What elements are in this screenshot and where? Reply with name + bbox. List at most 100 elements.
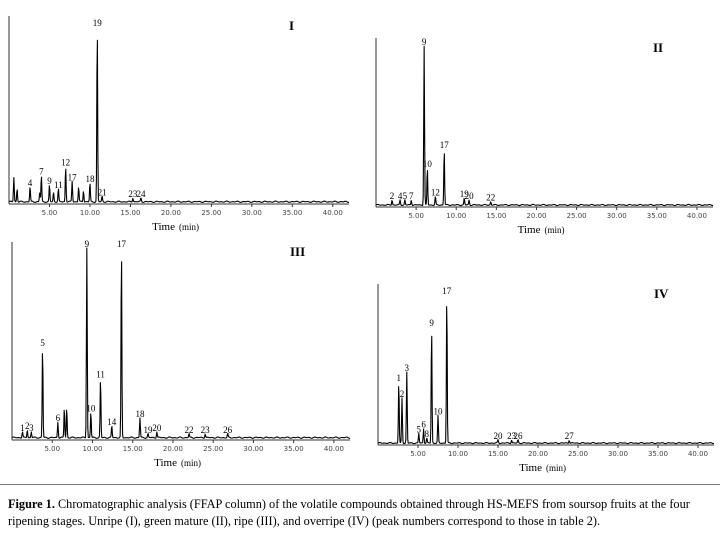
peak-label-III-2: 2	[25, 421, 30, 431]
peak-label-III-10: 10	[86, 403, 96, 413]
trace-IV	[377, 306, 715, 445]
peak-label-II-22: 22	[486, 193, 495, 203]
chromatogram-I: 5.00 10.00 15.00 20.00 25.00 30.00 35.00 40.00 4…	[4, 4, 354, 236]
chromatogram-IV: 5.00 10.00 15.00 20.00 25.00 30.00 35.00 40.00 1…	[370, 236, 716, 480]
figure-caption-label: Figure 1.	[8, 497, 55, 511]
peak-label-IV-23: 23	[507, 431, 516, 441]
x-tick-label-II: 20.00	[526, 212, 546, 220]
x-tick-label-II: 30.00	[607, 212, 627, 220]
x-tick-label-II: 5.00	[408, 212, 424, 220]
x-tick-label-III: 35.00	[284, 445, 304, 453]
peak-label-III-18: 18	[135, 409, 145, 419]
chromatogram-I-svg: 5.00 10.00 15.00 20.00 25.00 30.00 35.00 40.00 4…	[8, 16, 350, 233]
peak-label-III-19: 19	[144, 425, 154, 435]
peak-label-III-11: 11	[96, 370, 105, 380]
peak-label-III-20: 20	[152, 423, 162, 433]
peak-label-I-9: 9	[47, 176, 52, 186]
peak-label-I-11: 11	[54, 180, 63, 190]
peak-label-IV-27: 27	[565, 431, 575, 441]
x-tick-label-IV: 20.00	[528, 450, 548, 458]
x-tick-label-II: 25.00	[567, 212, 587, 220]
peak-label-IV-3: 3	[405, 363, 410, 373]
x-tick-label-III: 25.00	[203, 445, 223, 453]
x-tick-label-II: 35.00	[647, 212, 667, 220]
x-tick-label-I: 35.00	[282, 209, 302, 217]
peak-label-III-23: 23	[201, 425, 211, 435]
figure-caption: Figure 1. Chromatographic analysis (FFAP…	[8, 496, 714, 530]
panel-id-III: III	[290, 244, 305, 259]
x-tick-label-IV: 5.00	[410, 450, 426, 458]
peak-label-II-7: 7	[409, 191, 414, 201]
peak-label-III-26: 26	[223, 425, 233, 435]
x-tick-label-I: 25.00	[201, 209, 221, 217]
peak-label-IV-5: 5	[417, 424, 422, 434]
x-tick-label-III: 15.00	[123, 445, 143, 453]
x-tick-label-III: 10.00	[82, 445, 102, 453]
panel-id-I: I	[289, 18, 294, 33]
x-tick-label-I: 30.00	[242, 209, 262, 217]
peak-label-II-20: 20	[465, 191, 475, 201]
peak-label-III-17: 17	[117, 239, 127, 249]
x-tick-label-I: 10.00	[80, 209, 100, 217]
peak-label-III-1: 1	[20, 423, 25, 433]
x-axis-title-IV: Time	[519, 462, 542, 474]
peak-label-III-22: 22	[185, 425, 194, 435]
peak-label-IV-10: 10	[434, 407, 444, 417]
x-axis-title-III: Time	[154, 457, 177, 469]
peak-label-III-5: 5	[40, 338, 45, 348]
x-tick-label-III: 30.00	[243, 445, 263, 453]
peak-label-II-10: 10	[423, 159, 433, 169]
peak-label-I-19: 19	[93, 18, 103, 28]
x-tick-label-III: 40.00	[324, 445, 344, 453]
x-tick-label-II: 15.00	[486, 212, 506, 220]
peak-label-I-23: 23	[128, 189, 138, 199]
x-tick-label-IV: 40.00	[688, 450, 708, 458]
peak-label-I-12: 12	[61, 157, 70, 167]
x-tick-label-I: 15.00	[120, 209, 140, 217]
x-tick-label-II: 40.00	[687, 212, 707, 220]
x-tick-label-III: 20.00	[163, 445, 183, 453]
panel-id-IV: IV	[654, 286, 669, 301]
chromatogram-III: 5.00 10.00 15.00 20.00 25.00 30.00 35.00 40.00 1…	[4, 236, 354, 480]
peak-label-IV-6: 6	[421, 420, 426, 430]
figure-caption-text: Chromatographic analysis (FFAP column) o…	[8, 497, 690, 528]
x-tick-label-II: 10.00	[446, 212, 466, 220]
peak-label-IV-17: 17	[442, 286, 452, 296]
x-axis-unit-II: (min)	[545, 225, 565, 235]
x-tick-label-I: 5.00	[42, 209, 58, 217]
x-tick-label-IV: 15.00	[488, 450, 508, 458]
x-axis-unit-III: (min)	[181, 458, 201, 468]
peak-label-II-12: 12	[431, 188, 440, 198]
x-axis-title-I: Time	[152, 221, 175, 233]
x-axis-title-II: Time	[518, 224, 541, 236]
peak-label-I-17: 17	[68, 172, 78, 182]
x-tick-label-I: 40.00	[323, 209, 343, 217]
peak-label-III-9: 9	[85, 239, 90, 249]
peak-label-I-18: 18	[85, 174, 95, 184]
x-tick-label-IV: 25.00	[568, 450, 588, 458]
peak-label-III-6: 6	[56, 413, 61, 423]
x-tick-label-IV: 10.00	[448, 450, 468, 458]
x-tick-label-III: 5.00	[44, 445, 60, 453]
peak-label-IV-20: 20	[494, 431, 504, 441]
chromatogram-II: 5.00 10.00 15.00 20.00 25.00 30.00 35.00 40.00 2…	[370, 4, 716, 236]
peak-label-II-17: 17	[440, 140, 450, 150]
peak-label-II-9: 9	[422, 37, 427, 47]
panel-id-II: II	[653, 40, 663, 55]
x-tick-label-IV: 35.00	[648, 450, 668, 458]
peak-label-III-14: 14	[107, 417, 117, 427]
trace-II	[375, 45, 714, 207]
x-tick-label-I: 20.00	[161, 209, 181, 217]
peak-label-IV-8: 8	[425, 429, 430, 439]
caption-separator	[0, 484, 720, 485]
trace-III	[11, 247, 351, 439]
peak-label-I-21: 21	[98, 187, 107, 197]
peak-label-IV-26: 26	[514, 431, 524, 441]
peak-label-I-4: 4	[28, 178, 33, 188]
peak-label-II-19: 19	[460, 189, 470, 199]
peak-label-IV-2: 2	[400, 389, 405, 399]
peak-label-IV-9: 9	[429, 318, 434, 328]
peak-label-I-24: 24	[136, 189, 146, 199]
peak-label-I-7: 7	[39, 167, 44, 177]
chromatogram-III-svg: 5.00 10.00 15.00 20.00 25.00 30.00 35.00 40.00 1…	[11, 239, 351, 469]
